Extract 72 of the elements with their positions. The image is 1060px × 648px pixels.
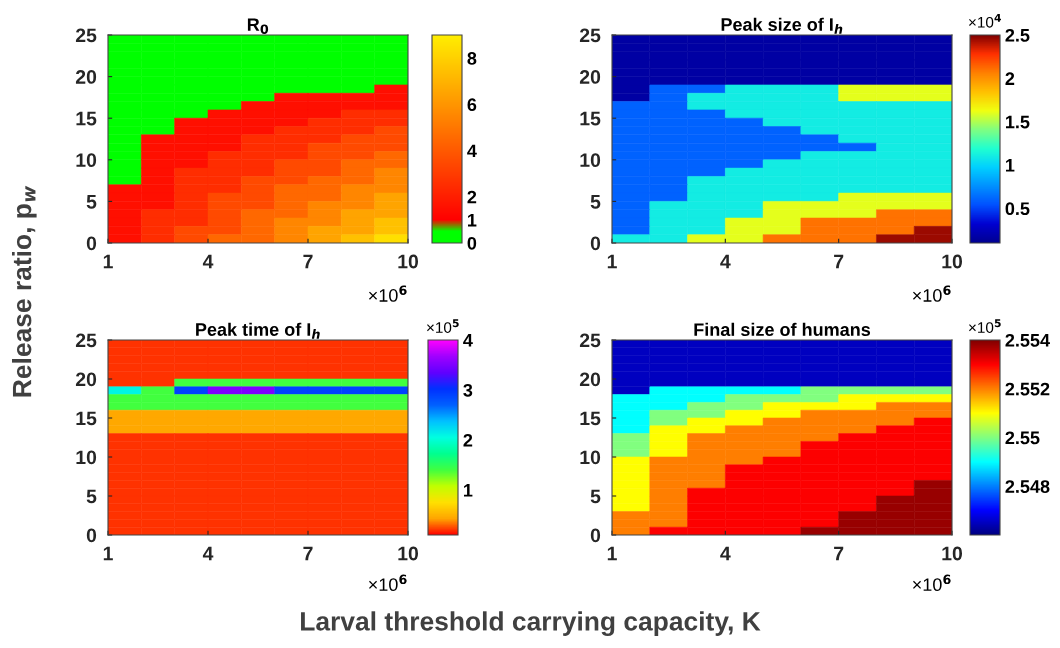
x-tick-label: 4 bbox=[720, 546, 731, 561]
color-bar-label: 2.554 bbox=[1005, 333, 1050, 347]
x-tick-label: 1 bbox=[103, 254, 113, 269]
y-tick-label: 15 bbox=[76, 411, 97, 426]
y-tick-label: 0 bbox=[86, 236, 97, 251]
x-tick-label: 7 bbox=[303, 254, 313, 269]
color-bar-label: 2.552 bbox=[1005, 382, 1050, 396]
color-bar-label: 2.55 bbox=[1005, 431, 1040, 445]
x-tick-label: 10 bbox=[942, 546, 963, 561]
y-axis-title: Release ratio, p$_{w}$ bbox=[12, 185, 37, 397]
y-tick-label: 20 bbox=[579, 70, 601, 84]
y-tick-label: 0 bbox=[86, 528, 97, 543]
y-tick-label: 20 bbox=[579, 372, 601, 387]
y-tick-label: 10 bbox=[76, 153, 97, 168]
chart-title: Final size of humans bbox=[694, 322, 871, 337]
y-tick-label: 5 bbox=[590, 195, 601, 209]
y-tick-label: 25 bbox=[75, 333, 97, 348]
color-bar-label: 4 bbox=[463, 334, 473, 347]
y-tick-label: 5 bbox=[86, 195, 97, 209]
color-bar-label: 2 bbox=[463, 433, 473, 447]
y-tick-label: 20 bbox=[75, 372, 97, 387]
y-tick-label: 25 bbox=[579, 28, 601, 43]
text: ×10$^{6}$ bbox=[912, 285, 951, 302]
color-bar-label: 4 bbox=[467, 144, 477, 158]
x-tick-label: 10 bbox=[398, 254, 419, 269]
text: ×10$^{6}$ bbox=[368, 285, 407, 302]
y-tick-label: 25 bbox=[75, 28, 97, 43]
color-bar-label: 1 bbox=[1006, 159, 1015, 172]
y-tick-label: 0 bbox=[590, 236, 601, 251]
y-tick-label: 25 bbox=[579, 333, 601, 348]
color-bar-label: 0 bbox=[467, 236, 477, 250]
color-bar-label: 1 bbox=[464, 484, 473, 497]
chart-title: Peak size of I$_{h}$ bbox=[721, 17, 843, 34]
y-tick-label: 10 bbox=[76, 450, 97, 465]
color-bar-label: 2.5 bbox=[1005, 28, 1030, 42]
y-tick-label: 20 bbox=[75, 70, 97, 84]
x-axis-title: Larval threshold carrying capacity, K bbox=[301, 611, 761, 636]
color-bar-label: 2 bbox=[1005, 72, 1015, 85]
text: ×10$^{4}$ bbox=[969, 13, 1001, 28]
x-tick-label: 1 bbox=[607, 254, 617, 269]
color-bar-label: 0.5 bbox=[1005, 202, 1030, 216]
color-bar-label: 6 bbox=[467, 98, 477, 112]
x-tick-label: 1 bbox=[607, 546, 617, 561]
y-tick-label: 15 bbox=[580, 411, 601, 426]
color-bar-label: 2 bbox=[467, 190, 477, 204]
y-tick-label: 5 bbox=[86, 489, 97, 504]
color-bar-label: 2.548 bbox=[1005, 480, 1050, 493]
x-tick-label: 4 bbox=[202, 254, 214, 269]
color-bar-label: 8 bbox=[467, 52, 477, 65]
x-tick-label: 4 bbox=[720, 254, 731, 269]
y-tick-label: 15 bbox=[580, 111, 601, 126]
x-tick-label: 7 bbox=[303, 546, 313, 561]
x-tick-label: 10 bbox=[942, 254, 963, 269]
x-tick-label: 10 bbox=[398, 546, 419, 561]
color-bar-label: 1 bbox=[468, 214, 477, 227]
chart-title: Peak time of I$_{h}$ bbox=[196, 322, 320, 339]
y-tick-label: 10 bbox=[580, 450, 601, 465]
text: ×10$^{6}$ bbox=[368, 574, 407, 592]
y-tick-label: 10 bbox=[580, 153, 601, 168]
x-tick-label: 4 bbox=[202, 546, 214, 561]
color-bar-label: 1.5 bbox=[1006, 115, 1030, 129]
y-tick-label: 0 bbox=[590, 528, 601, 543]
text: ×10$^{6}$ bbox=[912, 574, 951, 592]
x-tick-label: 7 bbox=[834, 254, 844, 269]
y-tick-label: 15 bbox=[76, 111, 97, 126]
text: ×10$^{5}$ bbox=[427, 319, 459, 333]
color-bar-label: 3 bbox=[463, 383, 473, 397]
chart-title: R$_{0}$ bbox=[247, 18, 269, 34]
text: ×10$^{5}$ bbox=[969, 319, 1001, 333]
x-tick-label: 1 bbox=[103, 546, 113, 561]
y-tick-label: 5 bbox=[590, 489, 601, 504]
x-tick-label: 7 bbox=[834, 546, 844, 561]
